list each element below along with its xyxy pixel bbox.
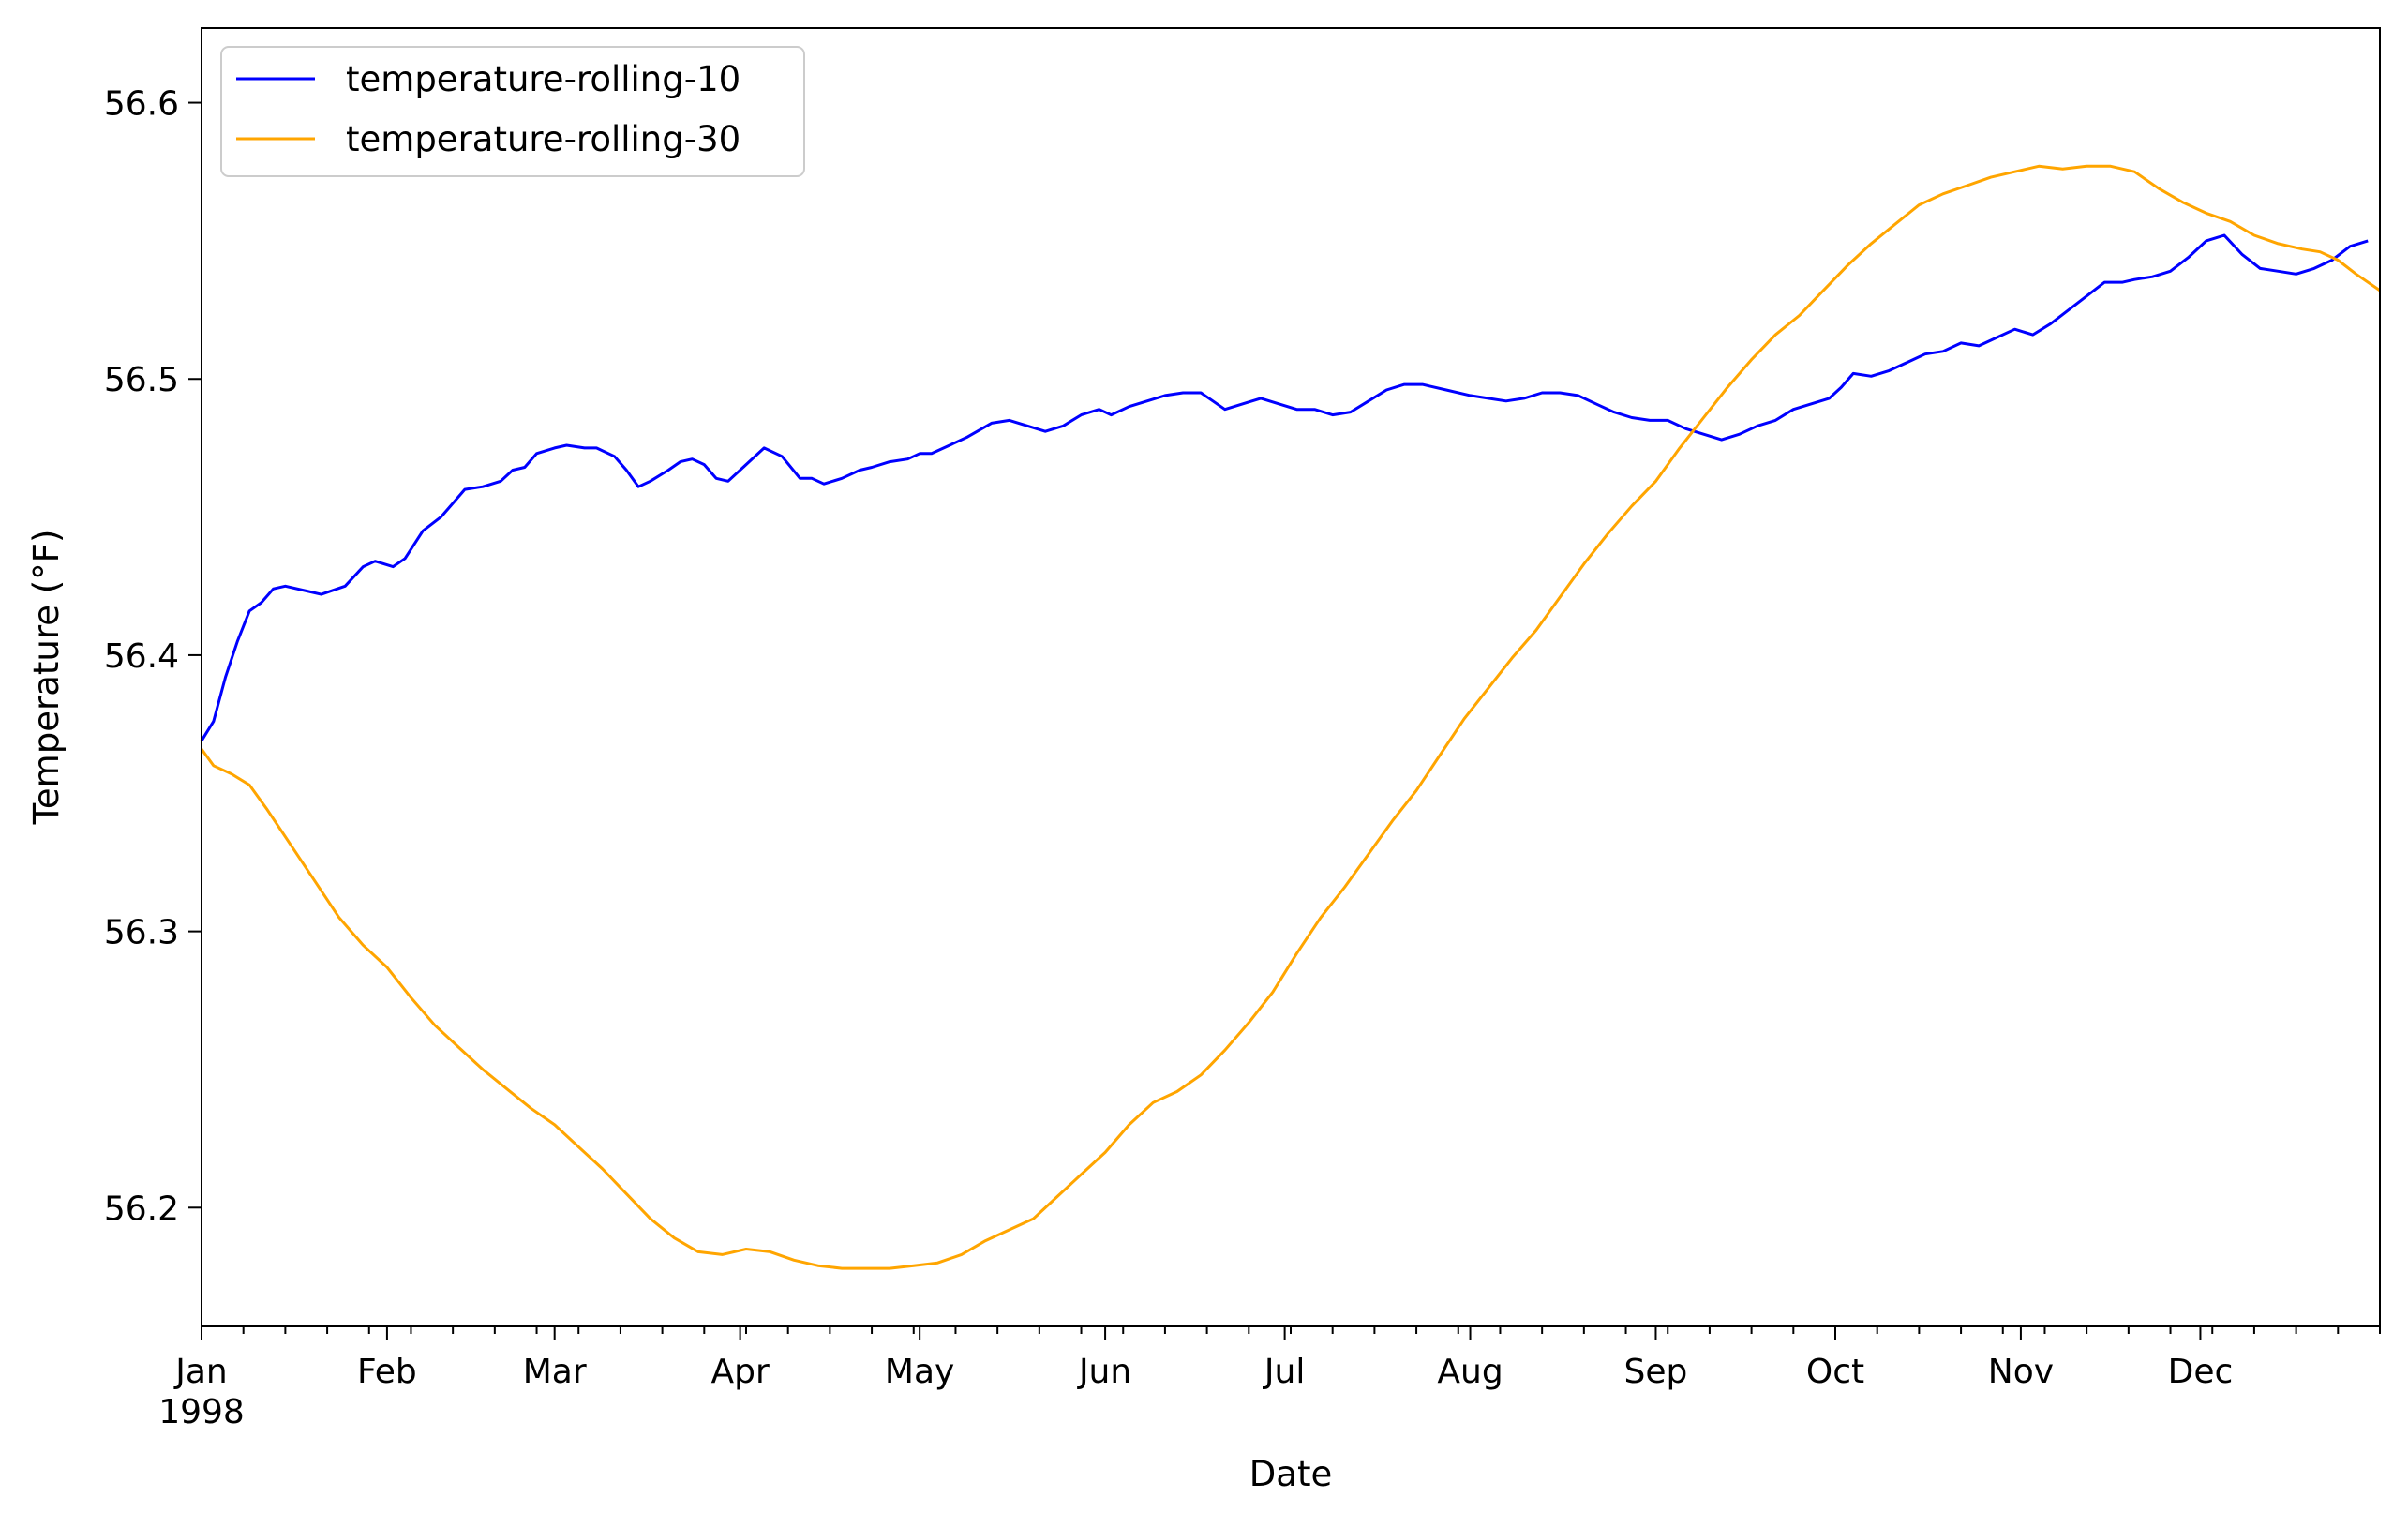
y-tick-label-56-5: 56.5	[104, 361, 179, 399]
x-tick-label-apr: Apr	[710, 1353, 769, 1391]
legend: temperature-rolling-10 temperature-rolli…	[220, 46, 805, 177]
x-tick-label-sep: Sep	[1624, 1353, 1688, 1391]
x-tick-label-aug: Aug	[1437, 1353, 1503, 1391]
y-axis: 56.2 56.3 56.4 56.5 56.6	[104, 85, 202, 1228]
legend-box	[220, 46, 805, 177]
legend-label-temperature-rolling-10: temperature-rolling-10	[346, 59, 740, 99]
y-axis-title: Temperature (°F)	[26, 530, 67, 826]
series-layer	[200, 164, 2381, 1270]
x-tick-label-feb: Feb	[357, 1353, 417, 1391]
x-tick-label-oct: Oct	[1806, 1353, 1864, 1391]
series-line-temperature-rolling-30	[200, 164, 2381, 1270]
x-tick-label-jan: Jan	[173, 1353, 228, 1391]
x-tick-label-jul: Jul	[1263, 1353, 1305, 1391]
series-line-temperature-rolling-10	[200, 233, 2369, 742]
y-tick-label-56-6: 56.6	[104, 85, 179, 124]
x-axis-title: Date	[1249, 1454, 1332, 1494]
x-tick-label-may: May	[885, 1353, 954, 1391]
y-tick-label-56-2: 56.2	[104, 1190, 179, 1228]
x-tick-label-mar: Mar	[523, 1353, 587, 1391]
x-tick-label-jun: Jun	[1077, 1353, 1131, 1391]
x-tick-label-dec: Dec	[2168, 1353, 2234, 1391]
y-tick-label-56-3: 56.3	[104, 914, 179, 952]
legend-label-temperature-rolling-30: temperature-rolling-30	[346, 119, 740, 159]
x-tick-sublabel-1998: 1998	[158, 1393, 245, 1431]
y-tick-label-56-4: 56.4	[104, 637, 179, 676]
x-tick-label-nov: Nov	[1988, 1353, 2054, 1391]
